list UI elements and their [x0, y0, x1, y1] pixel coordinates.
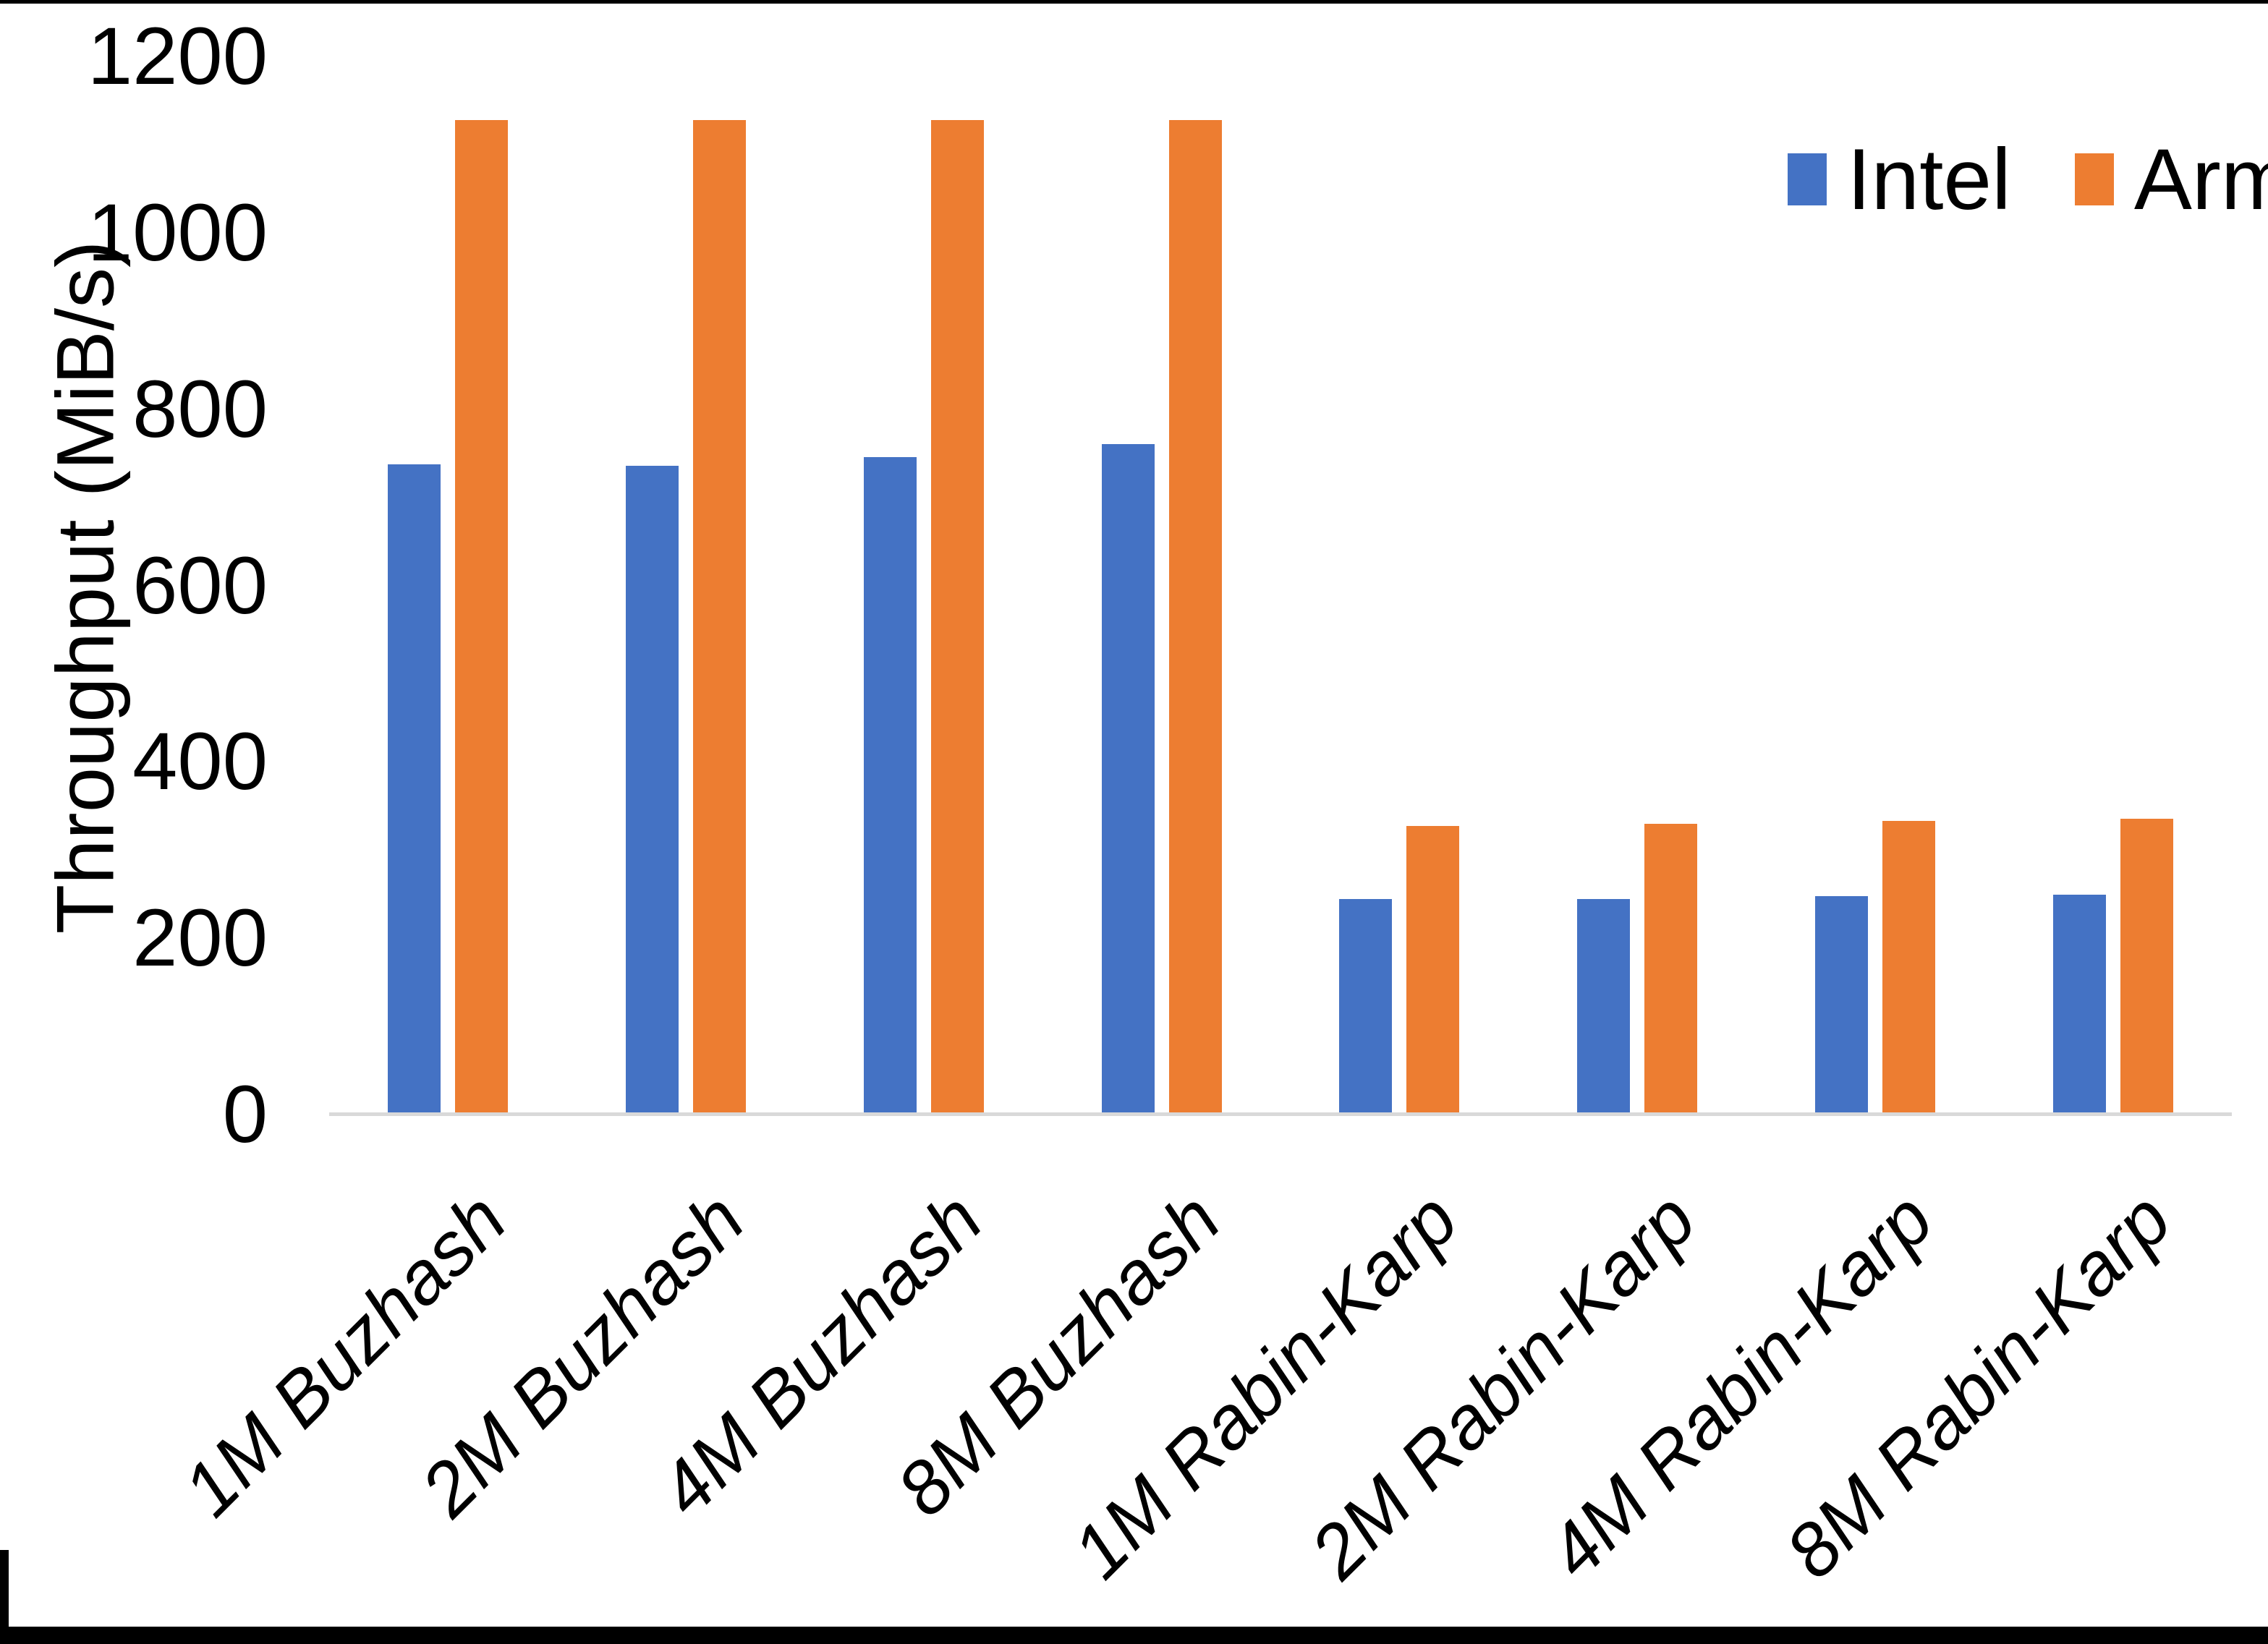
bar-intel-8m-buzhash	[1102, 444, 1155, 1113]
y-tick-label-800: 800	[132, 363, 268, 454]
bar-arm-1m-rabin-karp	[1406, 826, 1459, 1113]
legend: Intel Arm	[1788, 136, 2268, 223]
bar-intel-2m-rabin-karp	[1577, 899, 1630, 1113]
y-tick-label-1000: 1000	[87, 187, 268, 278]
bar-intel-1m-buzhash	[388, 464, 441, 1113]
figure-bottom-border	[0, 1627, 2268, 1644]
bar-arm-8m-buzhash	[1169, 120, 1222, 1113]
y-tick-label-400: 400	[132, 716, 268, 807]
bar-intel-2m-buzhash	[626, 466, 679, 1113]
y-tick-label-1200: 1200	[87, 11, 268, 101]
figure-corner-border	[0, 1550, 9, 1644]
arm-legend-label: Arm	[2133, 131, 2268, 228]
bar-intel-4m-rabin-karp	[1815, 896, 1868, 1113]
bar-intel-4m-buzhash	[864, 457, 917, 1113]
bar-arm-1m-buzhash	[455, 120, 508, 1113]
bar-arm-8m-rabin-karp	[2120, 819, 2173, 1113]
intel-legend-swatch	[1788, 153, 1827, 205]
y-tick-label-600: 600	[132, 540, 268, 631]
bar-intel-1m-rabin-karp	[1339, 899, 1392, 1113]
bar-arm-4m-rabin-karp	[1882, 821, 1935, 1113]
bar-arm-2m-rabin-karp	[1644, 824, 1697, 1113]
y-tick-label-0: 0	[222, 1069, 268, 1159]
intel-legend-label: Intel	[1847, 131, 2011, 228]
bar-arm-4m-buzhash	[931, 120, 984, 1113]
y-tick-label-200: 200	[132, 893, 268, 984]
figure-top-border	[0, 0, 2268, 4]
x-axis-line	[329, 1112, 2232, 1116]
bar-arm-2m-buzhash	[693, 120, 746, 1113]
arm-legend-swatch	[2074, 153, 2114, 205]
legend-item-intel: Intel	[1788, 136, 2011, 223]
legend-item-arm: Arm	[2074, 131, 2268, 228]
bar-intel-8m-rabin-karp	[2053, 895, 2106, 1113]
